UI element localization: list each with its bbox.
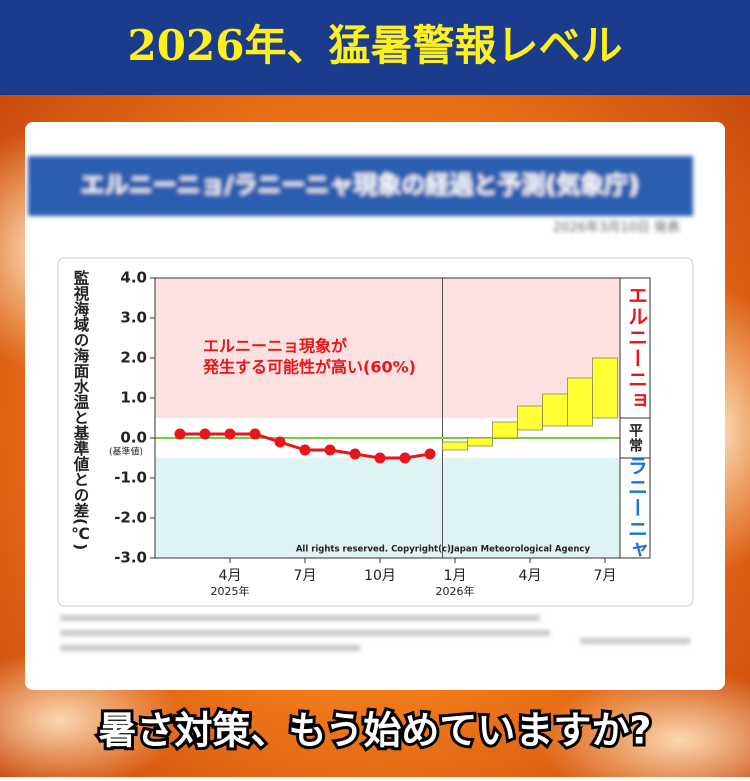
y-tick-label: -2.0	[114, 509, 147, 527]
forecast-box	[467, 437, 493, 447]
observed-point	[424, 448, 436, 460]
observed-point	[374, 452, 386, 464]
blurred-header: エルニーニョ/ラニーニャ現象の経過と予測(気象庁) 2026年3月10日 発表	[28, 156, 693, 236]
zone	[155, 458, 620, 558]
observed-point	[199, 428, 211, 440]
title-banner	[0, 0, 750, 95]
x-tick-label: 4月	[519, 568, 542, 584]
annotation: エルニーニョ現象が	[203, 337, 347, 356]
forecast-box	[492, 421, 518, 439]
baseline-label: (基準値)	[109, 446, 143, 458]
observed-point	[249, 428, 261, 440]
forecast-box	[592, 357, 618, 419]
y-tick-label: 0.0	[120, 429, 147, 447]
forecast-box	[442, 441, 468, 451]
panel-title: エルニーニョ/ラニーニャ現象の経過と予測(気象庁)	[81, 171, 640, 199]
zone-label: ラニーニャ	[625, 456, 649, 561]
x-tick-label: 10月	[364, 568, 396, 584]
year-label: 2025年	[211, 584, 250, 598]
x-tick-label: 7月	[294, 568, 317, 584]
y-tick-label: -3.0	[114, 549, 147, 567]
x-tick-label: 4月	[219, 568, 242, 584]
x-tick-label: 7月	[594, 568, 617, 584]
y-tick-label: -1.0	[114, 469, 147, 487]
y-tick-label: 3.0	[120, 309, 147, 327]
y-axis-title: 監視海域の海面水温と基準値との差(℃)	[72, 269, 91, 551]
year-label: 2026年	[436, 584, 475, 598]
smoke	[540, 670, 750, 781]
banner-title: 2026年、猛暑警報レベル	[128, 21, 623, 70]
date-note: 2026年3月10日 発表	[553, 221, 680, 236]
note-line	[60, 645, 360, 651]
header-bar	[28, 156, 693, 216]
forecast-box	[517, 405, 543, 431]
observed-point	[224, 428, 236, 440]
y-tick-label: 1.0	[120, 389, 147, 407]
x-tick-label: 1月	[444, 568, 467, 584]
y-tick-label: 4.0	[120, 269, 147, 287]
forecast-box	[542, 393, 568, 427]
zone-label: 平常	[627, 423, 643, 453]
observed-point	[399, 452, 411, 464]
observed-point	[349, 448, 361, 460]
note-line	[580, 638, 690, 644]
observed-point	[174, 428, 186, 440]
footer-text: 暑さ対策、もう始めていますか?	[99, 709, 652, 753]
copyright: All rights reserved. Copyright(c)Japan M…	[296, 545, 591, 555]
zone-label: エルニーニョ	[625, 285, 649, 411]
observed-point	[324, 444, 336, 456]
note-line	[60, 615, 540, 621]
blurred-notes	[60, 615, 690, 651]
observed-point	[299, 444, 311, 456]
forecast-box	[567, 377, 593, 427]
y-tick-label: 2.0	[120, 349, 147, 367]
observed-point	[274, 436, 286, 448]
annotation: 発生する可能性が高い(60%)	[202, 358, 416, 377]
note-line	[60, 630, 550, 636]
zone-label-box	[619, 457, 651, 559]
plot-frame	[154, 277, 621, 559]
